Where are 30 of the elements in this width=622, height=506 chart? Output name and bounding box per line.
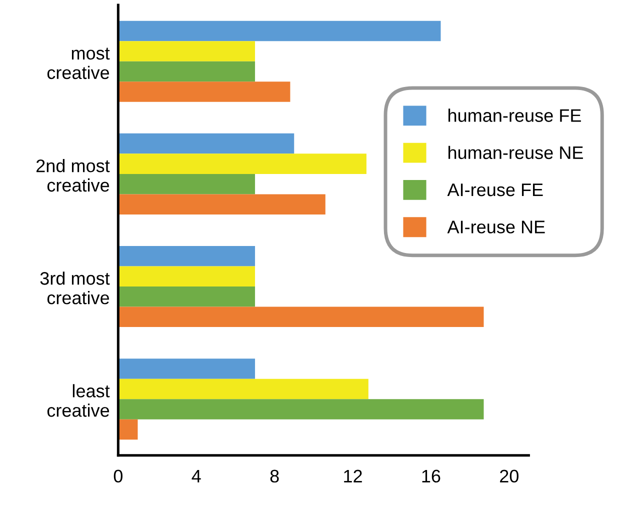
bar — [118, 399, 484, 420]
bar — [118, 246, 256, 266]
x-tick-label: 0 — [114, 470, 122, 483]
x-tick-label: 20 — [500, 470, 518, 483]
y-tick-label: most creative — [47, 48, 110, 80]
legend-label: AI-reuse FE — [447, 184, 543, 196]
bar — [118, 41, 256, 62]
x-tick-label: 4 — [192, 470, 201, 482]
y-tick-label: 3rd most creative — [40, 272, 110, 304]
x-tick-label: 12 — [344, 470, 362, 482]
x-tick-label: 16 — [422, 470, 440, 483]
legend-label: human-reuse NE — [448, 146, 583, 160]
bar — [118, 306, 484, 328]
y-tick-label: least creative — [47, 384, 110, 417]
bar — [118, 133, 294, 154]
legend-label: human-reuse FE — [448, 108, 581, 122]
bar — [118, 20, 441, 42]
bar — [118, 154, 366, 174]
bar — [118, 266, 256, 287]
bar — [118, 174, 256, 194]
bar — [118, 286, 256, 307]
bar — [118, 358, 256, 379]
bar — [118, 419, 138, 440]
bar — [118, 82, 290, 102]
bar — [118, 194, 326, 214]
bar — [118, 61, 256, 82]
bar — [118, 378, 368, 400]
x-tick-label: 8 — [270, 470, 279, 483]
legend-label: AI-reuse NE — [447, 220, 545, 234]
y-tick-label: 2nd most creative — [36, 158, 110, 192]
